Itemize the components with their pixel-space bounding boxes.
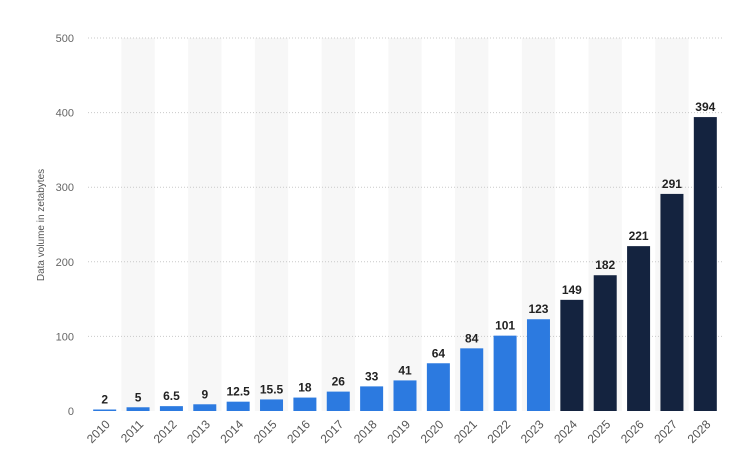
y-tick-label: 400 — [56, 108, 74, 120]
x-tick-label: 2015 — [251, 417, 280, 446]
data-label-2023: 123 — [528, 302, 548, 316]
data-label-2028: 394 — [695, 100, 715, 114]
bar-2023[interactable] — [526, 319, 550, 411]
column-band — [188, 38, 222, 411]
x-tick-label: 2022 — [484, 417, 513, 446]
bar-2024[interactable] — [560, 299, 584, 411]
data-label-2026: 221 — [629, 229, 649, 243]
data-label-2025: 182 — [595, 258, 615, 272]
bar-2027[interactable] — [660, 193, 684, 411]
y-tick-label: 300 — [56, 182, 74, 194]
data-label-2011: 5 — [135, 390, 142, 404]
x-tick-label: 2023 — [518, 417, 547, 446]
bar-2018[interactable] — [360, 386, 384, 411]
bar-2010[interactable] — [93, 409, 117, 411]
data-label-2014: 12.5 — [226, 385, 250, 399]
column-band — [254, 38, 289, 411]
bar-2015[interactable] — [260, 399, 284, 411]
bar-2028[interactable] — [693, 117, 717, 412]
x-tick-label: 2027 — [651, 417, 680, 446]
bar-2026[interactable] — [627, 246, 651, 411]
data-label-2022: 101 — [495, 319, 515, 333]
x-tick-label: 2017 — [318, 417, 347, 446]
bar-2022[interactable] — [493, 335, 517, 411]
x-tick-label: 2020 — [418, 417, 447, 446]
x-tick-label: 2021 — [451, 417, 480, 446]
bar-2019[interactable] — [393, 380, 417, 411]
y-axis-ticks: 0 100 200 300 400 500 — [56, 33, 74, 418]
data-label-2027: 291 — [662, 177, 682, 191]
x-tick-label: 2026 — [618, 417, 647, 446]
x-tick-label: 2011 — [118, 417, 146, 445]
column-band — [388, 38, 422, 411]
bar-2011[interactable] — [126, 407, 150, 411]
x-tick-label: 2013 — [184, 417, 213, 446]
column-band — [321, 38, 355, 411]
x-axis-ticks: 2010 2011 2012 2013 2014 2015 2016 2017 2018 2019… — [84, 417, 714, 446]
x-tick-label: 2025 — [585, 417, 614, 446]
x-tick-label: 2014 — [217, 417, 246, 446]
x-tick-label: 2012 — [151, 417, 180, 446]
bar-2014[interactable] — [226, 401, 250, 411]
data-label-2018: 33 — [365, 369, 379, 383]
y-tick-label: 100 — [56, 331, 74, 343]
data-label-2010: 2 — [101, 393, 108, 407]
x-tick-label: 2024 — [551, 417, 580, 446]
data-label-2013: 9 — [201, 387, 208, 401]
y-tick-label: 0 — [68, 406, 74, 418]
data-label-2024: 149 — [562, 283, 582, 297]
data-label-2021: 84 — [465, 331, 479, 345]
x-tick-label: 2016 — [284, 417, 313, 446]
x-tick-label: 2019 — [384, 417, 413, 446]
x-tick-label: 2028 — [685, 417, 714, 446]
data-label-2020: 64 — [432, 346, 446, 360]
data-label-2017: 26 — [332, 375, 346, 389]
bar-2017[interactable] — [326, 391, 350, 411]
bars — [93, 117, 717, 412]
bar-2025[interactable] — [593, 275, 617, 411]
y-axis-label: Data volume in zetabytes — [36, 169, 47, 281]
data-label-2016: 18 — [298, 381, 312, 395]
bar-2020[interactable] — [426, 363, 450, 411]
x-tick-label: 2018 — [351, 417, 380, 446]
data-labels: 2 5 6.5 9 12.5 15.5 18 26 33 41 64 84 101 123 149 182 22… — [101, 100, 715, 406]
data-label-2012: 6.5 — [163, 389, 180, 403]
data-label-2019: 41 — [398, 363, 412, 377]
y-tick-label: 500 — [56, 33, 74, 45]
x-tick-label: 2010 — [84, 417, 113, 446]
data-label-2015: 15.5 — [260, 382, 284, 396]
bar-2012[interactable] — [159, 406, 183, 411]
bar-2021[interactable] — [460, 348, 484, 411]
bar-2016[interactable] — [293, 397, 317, 411]
y-tick-label: 200 — [56, 257, 74, 269]
bar-2013[interactable] — [193, 404, 217, 411]
column-band — [121, 38, 155, 411]
